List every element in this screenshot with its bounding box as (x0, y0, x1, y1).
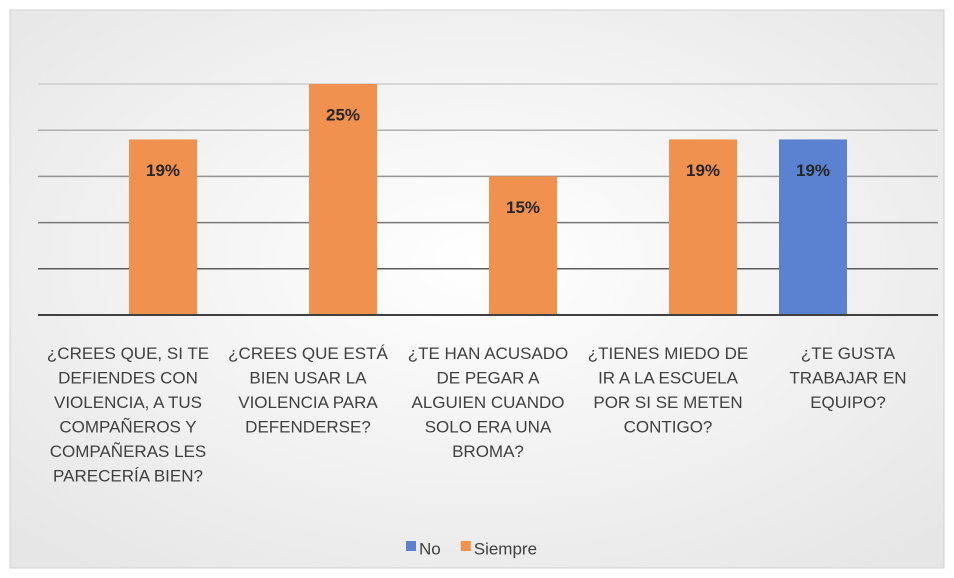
bar (129, 139, 197, 315)
legend-label: No (419, 539, 441, 558)
legend-swatch (460, 541, 471, 551)
bar (779, 139, 847, 315)
bar (489, 176, 557, 315)
x-tick-label: ¿TE HAN ACUSADO DE PEGAR A ALGUIEN CUANDO S… (408, 344, 569, 461)
x-tick-label: ¿CREES QUE, SI TE DEFIENDES CON VIOLENCIA,… (47, 344, 209, 486)
data-label: 19% (796, 161, 830, 180)
legend-swatch (406, 541, 416, 551)
data-label: 19% (146, 161, 180, 180)
x-tick-label: ¿TE GUSTA TRABAJAR EN EQUIPO? (789, 344, 906, 412)
data-label: 19% (686, 161, 720, 180)
data-label: 25% (326, 105, 360, 124)
x-tick-label: ¿TIENES MIEDO DE IR A LA ESCUELA POR SI SE… (588, 344, 749, 437)
legend-label: Siempre (474, 539, 537, 558)
data-label: 15% (506, 198, 540, 217)
x-tick-label: ¿CREES QUE ESTÁ BIEN USAR LA VIOLENCIA PAR… (228, 344, 388, 437)
bar (669, 139, 737, 315)
bar (309, 84, 377, 315)
